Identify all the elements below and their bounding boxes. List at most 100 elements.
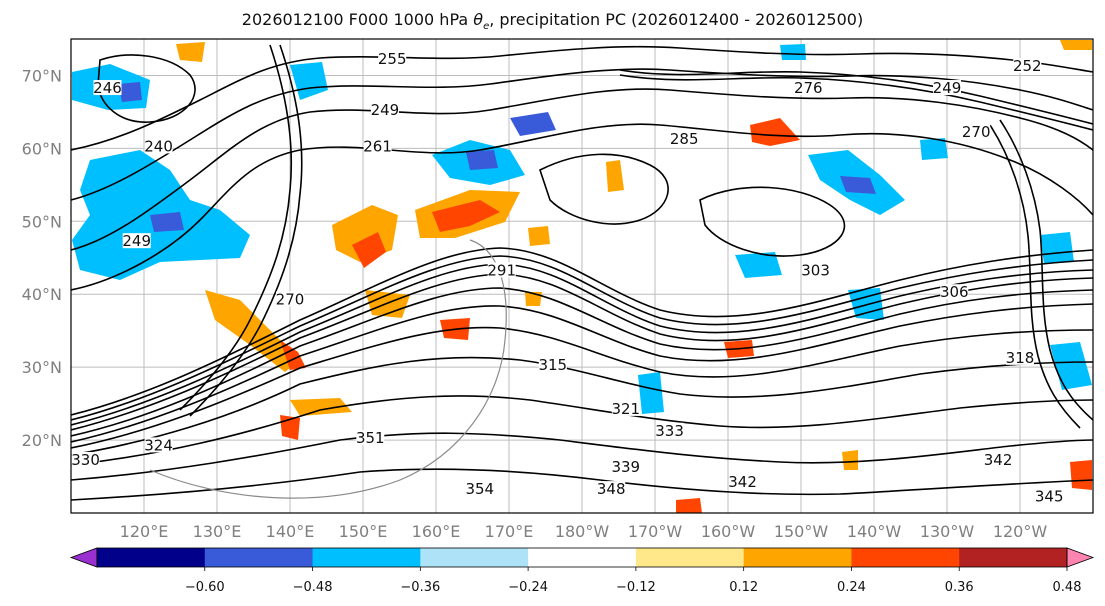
x-tick-label: 120°E — [120, 522, 169, 541]
colorbar-tick-label: 0.48 — [1053, 580, 1082, 595]
contour-label-bg — [370, 101, 399, 117]
precip-blob — [1040, 232, 1074, 264]
contour-label: 324 — [144, 436, 173, 454]
contour-line — [71, 432, 1093, 481]
contour-label-bg — [276, 291, 304, 307]
contour-line — [71, 395, 1093, 466]
contour-label: 342 — [728, 473, 757, 491]
colorbar-segment — [420, 548, 529, 567]
contour-label-bg — [801, 262, 830, 278]
y-tick-label: 30°N — [22, 358, 62, 377]
contour-label: 348 — [597, 480, 626, 498]
x-tick-label: 160°E — [412, 522, 461, 541]
colorbar-segment — [851, 548, 960, 567]
x-tick-label: 170°E — [485, 522, 534, 541]
precip-blob — [1070, 460, 1092, 490]
precip-blob — [118, 82, 142, 102]
x-tick-label: 130°E — [193, 522, 242, 541]
contour-line — [539, 153, 669, 225]
contour-label: 291 — [487, 261, 516, 279]
contour-line — [97, 54, 196, 123]
contour-label: 285 — [670, 130, 699, 148]
contour-line — [71, 68, 1093, 201]
theta-e-contours — [71, 44, 1093, 501]
contour-label: 249 — [933, 79, 962, 97]
x-tick-label: 120°W — [993, 522, 1048, 541]
contour-label-bg — [465, 481, 494, 497]
colorbar-frame — [96, 547, 1068, 568]
precip-blob — [290, 398, 352, 416]
contour-label-bg — [597, 481, 626, 497]
colorbar-segment — [312, 548, 421, 567]
contour-label-bg — [933, 80, 961, 96]
contour-label-bg — [962, 123, 991, 139]
x-tick-label: 140°E — [266, 522, 315, 541]
contour-label: 303 — [801, 261, 830, 279]
contour-line — [71, 263, 1093, 426]
precip-blob — [638, 372, 664, 414]
x-tick-label: 150°W — [774, 522, 829, 541]
contour-line — [999, 119, 1093, 421]
colorbar-tick-label: −0.36 — [400, 580, 440, 595]
y-tick-label: 60°N — [22, 139, 62, 158]
contour-line — [71, 255, 1093, 421]
colorbar-extend-min — [69, 547, 98, 568]
contour-label: 330 — [71, 451, 100, 469]
precip-shading — [72, 40, 1092, 513]
colorbar-segment — [959, 548, 1068, 567]
contour-line — [699, 186, 846, 257]
precip-blob — [920, 138, 948, 160]
map-frame — [70, 38, 1094, 514]
contour-label-bg — [655, 422, 684, 438]
x-tick-label: 140°W — [847, 522, 902, 541]
colorbar-tick-label: 0.24 — [837, 580, 866, 595]
chart-title: 2026012100 F000 1000 hPa θe, precipitati… — [241, 10, 864, 33]
contour-label-bg — [611, 400, 640, 416]
contour-label: 321 — [611, 400, 640, 418]
contour-line — [71, 273, 1093, 431]
precip-blob — [842, 450, 858, 470]
precip-blob — [780, 44, 806, 60]
dashed-hole — [149, 239, 507, 499]
x-tick-label: 150°E — [339, 522, 388, 541]
contour-label-bg — [71, 451, 100, 467]
precip-blob — [1060, 40, 1092, 50]
contour-line — [71, 326, 1093, 449]
precip-blob — [176, 42, 205, 62]
precip-blob — [848, 288, 884, 320]
colorbar-segment — [743, 548, 852, 567]
contour-label-bg — [794, 80, 823, 96]
contour-label-bg — [93, 80, 122, 96]
colorbar-tick-label: −0.24 — [508, 580, 548, 595]
contour-label: 318 — [1006, 349, 1035, 367]
precip-blob — [750, 118, 800, 146]
contour-line — [619, 69, 1093, 125]
contour-line — [71, 303, 1093, 443]
contour-line — [179, 44, 293, 411]
contour-label-bg — [728, 473, 757, 489]
contour-label-bg — [1035, 488, 1064, 504]
contour-label: 354 — [465, 480, 494, 498]
y-tick-label: 50°N — [22, 212, 62, 231]
contour-labels: 255 249 246 240 261 249 285 276 270 252 249 303 306 3… — [71, 50, 1063, 506]
contour-line — [71, 45, 1093, 151]
contour-label: 246 — [93, 79, 122, 97]
precip-blob — [510, 112, 556, 136]
x-ticks: 120°E 130°E 140°E 150°E 160°E 170°E 180°W 170°W… — [120, 522, 1048, 541]
contour-label: 339 — [611, 458, 640, 476]
contour-label: 333 — [655, 422, 684, 440]
contour-label: 249 — [122, 232, 151, 250]
contour-label-bg — [1013, 58, 1042, 74]
contour-label: 270 — [962, 123, 991, 141]
x-tick-label: 160°W — [701, 522, 756, 541]
contour-label-bg — [940, 284, 969, 300]
contour-label-bg — [670, 131, 699, 147]
contour-label: 255 — [378, 50, 407, 68]
contour-line — [71, 123, 1093, 291]
contour-label-bg — [538, 357, 567, 373]
contour-label-bg — [611, 459, 640, 475]
precip-blob — [280, 340, 306, 370]
y-tick-label: 40°N — [22, 285, 62, 304]
precip-blob — [735, 252, 782, 278]
